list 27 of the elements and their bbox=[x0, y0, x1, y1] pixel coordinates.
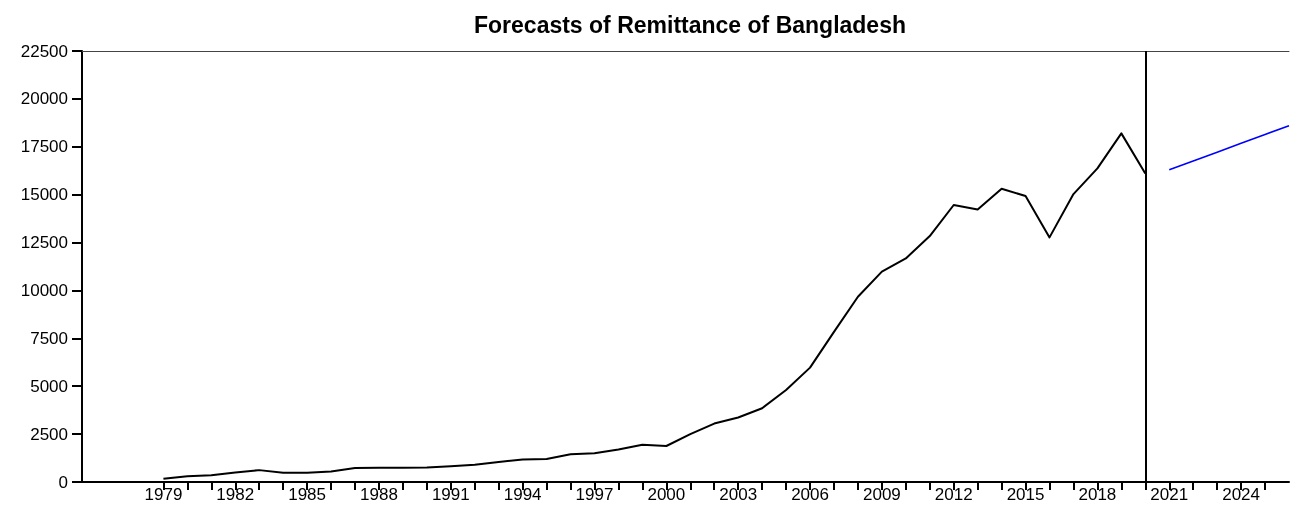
y-tick-label: 5000 bbox=[30, 376, 68, 396]
x-tick-label: 2003 bbox=[719, 485, 758, 504]
y-tick-label: 2500 bbox=[30, 424, 68, 444]
y-tick-label: 17500 bbox=[20, 137, 68, 157]
chart-title: Forecasts of Remittance of Bangladesh bbox=[474, 11, 906, 38]
x-tick-label: 2024 bbox=[1222, 485, 1261, 504]
x-tick-label: 1988 bbox=[360, 485, 398, 504]
x-tick-label: 1982 bbox=[216, 485, 255, 504]
x-tick-label: 2009 bbox=[862, 485, 901, 504]
x-tick-label: 1991 bbox=[431, 485, 470, 504]
y-tick-label: 20000 bbox=[20, 89, 68, 109]
x-tick-label: 2012 bbox=[934, 485, 973, 504]
x-tick-label: 2015 bbox=[1006, 485, 1045, 504]
x-tick-label: 2018 bbox=[1078, 485, 1117, 504]
y-tick-label: 22500 bbox=[20, 41, 68, 61]
x-tick-label: 1997 bbox=[575, 485, 614, 504]
x-tick-label: 1994 bbox=[503, 485, 542, 504]
x-tick-label: 2006 bbox=[791, 485, 829, 504]
y-tick-label: 10000 bbox=[20, 280, 68, 300]
x-tick-label: 1979 bbox=[144, 485, 183, 504]
y-tick-label: 15000 bbox=[20, 185, 68, 205]
y-tick-label: 0 bbox=[58, 472, 68, 492]
y-tick-label: 12500 bbox=[20, 233, 68, 253]
x-tick-label: 2000 bbox=[647, 485, 686, 504]
y-tick-label: 7500 bbox=[30, 328, 68, 348]
x-tick-label: 2021 bbox=[1150, 485, 1189, 504]
x-tick-label: 1985 bbox=[288, 485, 327, 504]
